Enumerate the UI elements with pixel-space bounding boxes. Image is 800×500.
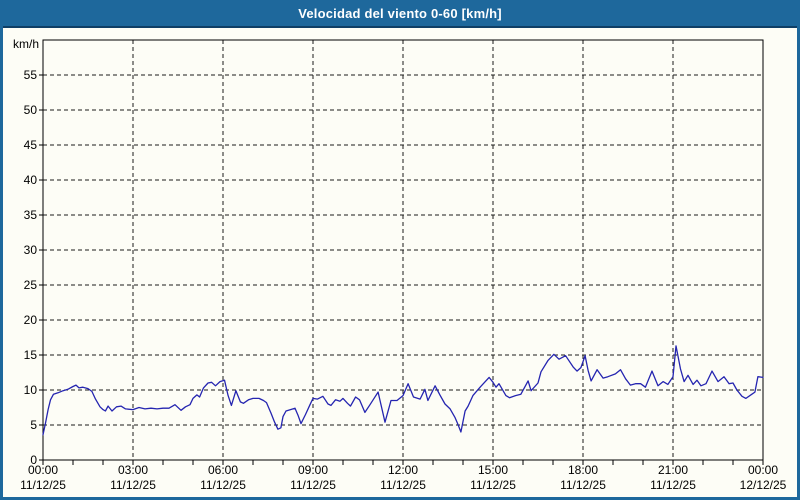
y-tick-label: 55 [24,68,38,82]
x-tick-time-label: 00:00 [748,463,778,477]
x-tick-date-label: 11/12/25 [200,478,246,492]
x-tick-date-label: 11/12/25 [20,478,66,492]
y-tick-label: 40 [24,173,38,187]
x-tick-time-label: 18:00 [568,463,598,477]
x-tick-time-label: 15:00 [478,463,508,477]
plot-frame [42,39,764,461]
y-tick-label: 50 [24,103,38,117]
x-tick-date-label: 11/12/25 [650,478,696,492]
x-tick-time-label: 09:00 [298,463,328,477]
wind-speed-series-line [42,345,764,436]
title-bar: Velocidad del viento 0-60 [km/h] [3,0,797,28]
x-tick-time-label: 12:00 [388,463,418,477]
y-tick-label: 15 [24,348,38,362]
x-tick-date-label: 11/12/25 [470,478,516,492]
y-tick-label: 0 [30,453,37,467]
y-tick-label: 10 [24,383,38,397]
x-tick-time-label: 00:00 [28,463,58,477]
x-tick-time-label: 06:00 [208,463,238,477]
x-tick-time-label: 21:00 [658,463,688,477]
y-tick-label: 25 [24,278,38,292]
y-tick-label: 35 [24,208,38,222]
y-tick-label: 20 [24,313,38,327]
y-axis-unit-label: km/h [13,37,39,51]
y-tick-label: 45 [24,138,38,152]
chart-plot-area: 0 5 10 15 20 25 30 35 40 45 50 55 km/h 00:00 11/12/25 0… [6,28,797,497]
x-tick-date-label: 11/12/25 [110,478,156,492]
wind-speed-chart: 0510152025303540455055km/h00:0011/12/250… [13,37,787,492]
x-tick-date-label: 11/12/25 [290,478,336,492]
y-tick-label: 30 [24,243,38,257]
y-tick-label: 5 [30,418,37,432]
x-tick-date-label: 12/12/25 [740,478,787,492]
chart-title: Velocidad del viento 0-60 [km/h] [298,5,502,21]
x-tick-date-label: 11/12/25 [560,478,606,492]
x-tick-time-label: 03:00 [118,463,148,477]
x-tick-date-label: 11/12/25 [380,478,426,492]
